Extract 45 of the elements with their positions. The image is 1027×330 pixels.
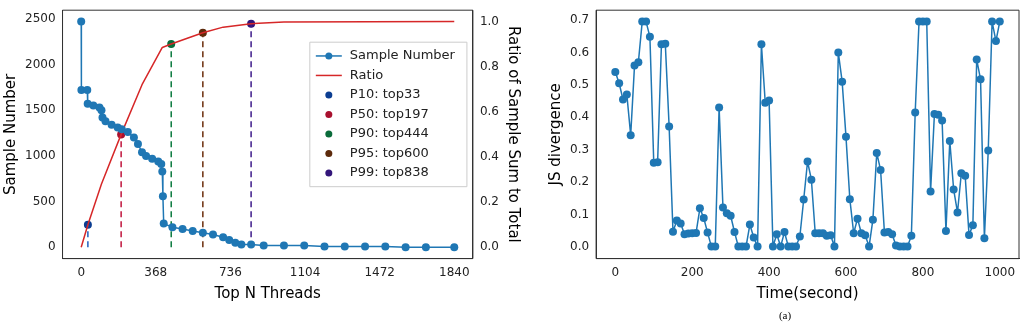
legend-label: Sample Number [349,47,456,63]
legend-label: P90: top444 [349,125,429,141]
x-tick-label: 736 [218,264,242,279]
x-tick-label: 400 [757,264,781,279]
x-tick-label: 1000 [984,264,1016,279]
legend-label: P10: top33 [349,86,421,102]
legend-label: P95: top600 [349,144,429,160]
x-axis-title: Top N Threads [213,283,322,302]
x-tick-label: 800 [911,264,935,279]
y-tick-label: 0.4 [569,109,590,124]
y-tick-label: 500 [32,193,56,208]
y-tick-label: 0.5 [569,77,590,92]
x-tick-label: 1104 [289,264,321,279]
y-tick-label: 0.0 [569,239,590,254]
y-tick-label: 0 [47,239,56,254]
y2-tick-label: 0.0 [479,239,500,254]
y2-axis-title: Ratio of Sample Sum to Total [505,26,524,243]
y-axis-title: Sample Number [0,72,19,196]
legend-label: Ratio [349,66,384,82]
x-tick-label: 0 [77,264,86,279]
x-axis-title: Time(second) [755,283,859,302]
x-tick-label: 0 [611,264,620,279]
y-tick-label: 2500 [24,10,56,25]
y2-tick-label: 0.2 [479,194,500,209]
text: (a) [777,309,793,321]
y-tick-label: 0.3 [569,141,590,156]
y-axis-title: JS divergence [545,83,564,187]
y-tick-label: 2000 [24,56,56,71]
x-tick-label: 368 [144,264,168,279]
x-tick-label: 1472 [364,264,395,279]
y2-tick-label: 0.8 [479,58,500,73]
y-tick-label: 0.2 [569,174,590,189]
y2-tick-label: 0.6 [479,103,500,118]
x-tick-label: 600 [834,264,858,279]
y-tick-label: 0.1 [569,206,590,221]
y-tick-label: 1000 [24,148,56,163]
y-tick-label: 0.7 [569,12,590,27]
legend-label: P99: top838 [349,164,429,180]
legend-label: P50: top197 [349,105,429,121]
y-tick-label: 0.6 [569,44,590,59]
x-tick-label: 200 [680,264,704,279]
x-tick-label: 1840 [438,264,470,279]
y2-tick-label: 1.0 [479,13,500,28]
y2-tick-label: 0.4 [479,149,500,164]
y-tick-label: 1500 [24,102,56,117]
